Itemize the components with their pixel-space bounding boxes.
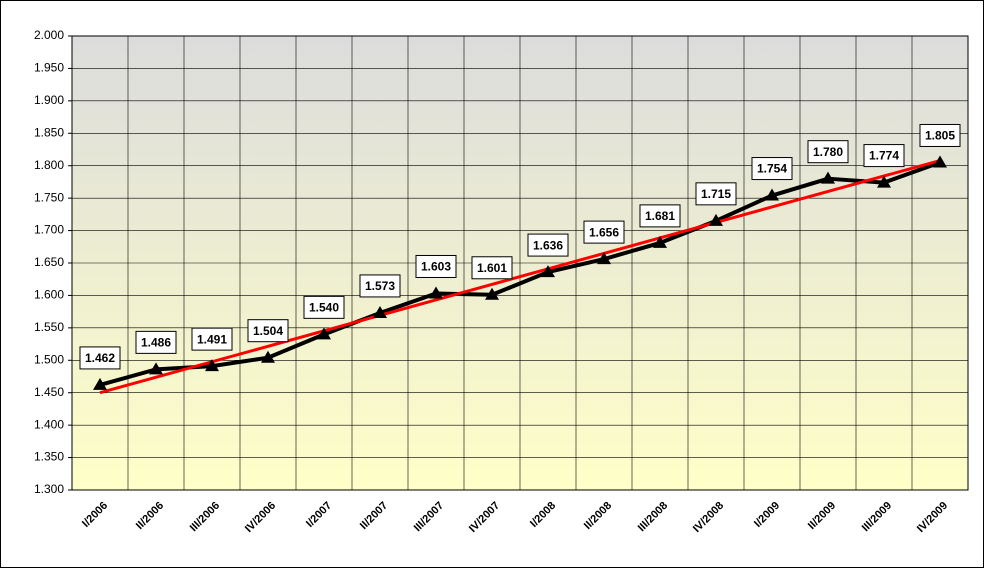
- label-box: [191, 327, 233, 351]
- data-label: 1.636: [533, 238, 563, 252]
- data-label: 1.462: [85, 351, 115, 365]
- y-tick-label: 1.450: [34, 385, 64, 399]
- data-label: 1.774: [869, 149, 899, 163]
- label-box: [695, 182, 737, 206]
- data-label: 1.603: [421, 260, 451, 274]
- y-tick-label: 1.650: [34, 255, 64, 269]
- data-label: 1.681: [645, 209, 675, 223]
- data-label: 1.573: [365, 279, 395, 293]
- marker: [709, 213, 723, 226]
- y-tick-label: 1.500: [34, 352, 64, 366]
- data-label: 1.805: [925, 129, 955, 143]
- label-box: [471, 256, 513, 280]
- data-label: 1.486: [141, 336, 171, 350]
- y-tick-label: 1.850: [34, 125, 64, 139]
- label-box: [863, 144, 905, 168]
- marker: [765, 188, 779, 201]
- label-box: [919, 123, 961, 147]
- marker: [149, 362, 163, 375]
- label-box: [79, 346, 121, 370]
- y-tick-label: 1.800: [34, 158, 64, 172]
- marker: [597, 252, 611, 265]
- label-box: [751, 157, 793, 181]
- y-tick-label: 1.750: [34, 190, 64, 204]
- y-tick-label: 1.600: [34, 288, 64, 302]
- label-box: [527, 233, 569, 257]
- data-label: 1.601: [477, 261, 507, 275]
- label-box: [135, 330, 177, 354]
- series-line: [99, 160, 941, 387]
- trend-line: [99, 159, 941, 395]
- label-box: [639, 204, 681, 228]
- marker: [373, 305, 387, 318]
- data-label: 1.540: [309, 301, 339, 315]
- y-tick-label: 1.900: [34, 93, 64, 107]
- marker: [933, 155, 947, 168]
- y-tick-label: 1.950: [34, 61, 64, 75]
- data-label: 1.504: [253, 324, 283, 338]
- y-tick-label: 1.700: [34, 223, 64, 237]
- marker: [205, 359, 219, 372]
- marker: [317, 327, 331, 340]
- marker: [261, 350, 275, 363]
- data-label: 1.780: [813, 145, 843, 159]
- data-label: 1.715: [701, 187, 731, 201]
- label-box: [303, 295, 345, 319]
- marker: [485, 287, 499, 300]
- marker: [541, 265, 555, 278]
- data-label: 1.754: [757, 162, 787, 176]
- y-tick-label: 2.000: [34, 28, 64, 42]
- label-box: [583, 220, 625, 244]
- label-box: [415, 254, 457, 278]
- y-tick-label: 1.550: [34, 320, 64, 334]
- marker: [653, 235, 667, 248]
- y-tick-label: 1.350: [34, 450, 64, 464]
- label-box: [807, 140, 849, 164]
- y-tick-label: 1.400: [34, 417, 64, 431]
- marker: [429, 286, 443, 299]
- marker: [821, 171, 835, 184]
- label-box: [359, 274, 401, 298]
- data-label: 1.656: [589, 225, 619, 239]
- data-label: 1.491: [197, 332, 227, 346]
- y-tick-label: 1.300: [34, 482, 64, 496]
- marker: [877, 175, 891, 188]
- marker: [93, 377, 107, 390]
- label-box: [247, 319, 289, 343]
